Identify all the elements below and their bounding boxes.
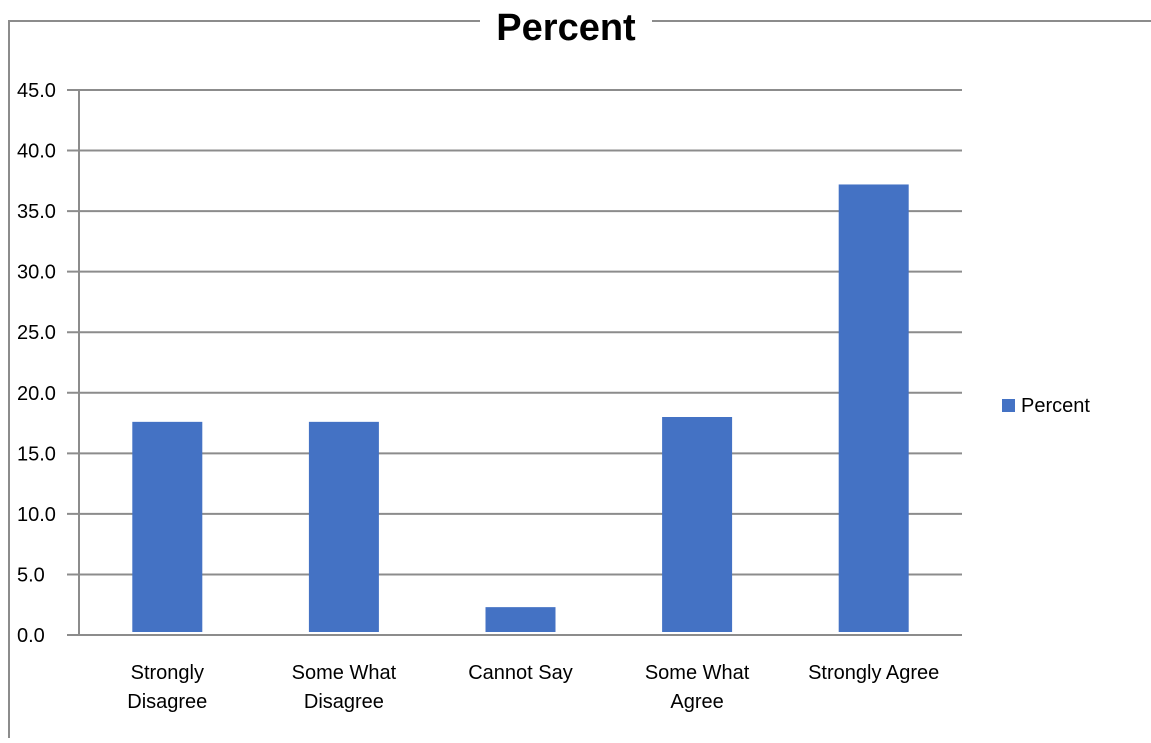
y-tick-label: 30.0 <box>17 262 56 284</box>
chart-title: Percent <box>496 7 636 49</box>
y-tick-label: 20.0 <box>17 383 56 405</box>
legend-label: Percent <box>1021 395 1090 417</box>
x-category-label: Strongly Agree <box>808 662 939 684</box>
legend: Percent <box>1002 395 1090 417</box>
x-category-label: Some What <box>292 662 397 684</box>
bar <box>662 417 733 632</box>
y-tick-label: 25.0 <box>17 322 56 344</box>
x-category-label: Some What <box>645 662 750 684</box>
x-category-label: Agree <box>670 691 723 713</box>
y-tick-label: 10.0 <box>17 504 56 526</box>
gridlines <box>67 89 962 636</box>
x-category-label: Disagree <box>304 691 384 713</box>
bar <box>838 184 909 632</box>
y-tick-label: 15.0 <box>17 443 56 465</box>
legend-swatch <box>1002 399 1015 412</box>
x-category-label: Disagree <box>127 691 207 713</box>
y-tick-label: 45.0 <box>17 80 56 102</box>
y-tick-label: 40.0 <box>17 141 56 163</box>
x-axis-labels: Strongly Disagree Some What Disagree Cannot … <box>127 662 939 713</box>
x-category-label: Strongly <box>131 662 204 684</box>
x-category-label: Cannot Say <box>468 662 573 684</box>
bars <box>132 184 909 632</box>
bar <box>308 421 379 632</box>
bar <box>132 421 203 632</box>
y-tick-label: 5.0 <box>17 564 45 586</box>
y-axis-ticks: 0.0 5.0 10.0 15.0 20.0 25.0 30.0 35.0 40.0 45.0 <box>17 80 56 647</box>
chart-frame <box>8 20 1151 738</box>
bar <box>485 607 556 632</box>
y-tick-label: 0.0 <box>17 625 45 647</box>
y-tick-label: 35.0 <box>17 201 56 223</box>
